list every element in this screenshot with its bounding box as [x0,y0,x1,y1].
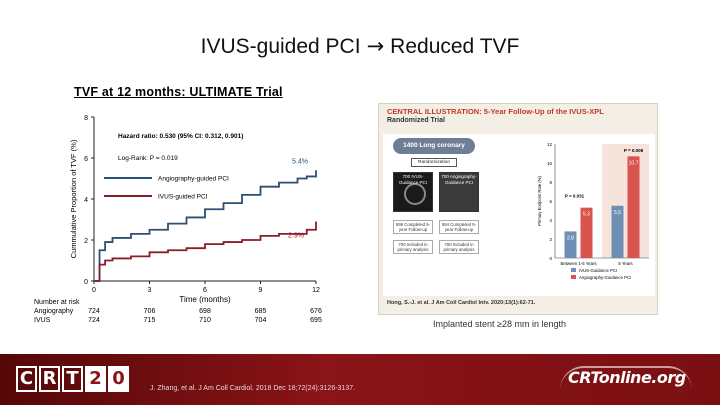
km-chart: 0 2 4 6 8 0 3 6 9 12 Time (months) Cummulative Prop… [34,115,322,324]
footer-citation: J. Zhang, et al. J Am Coll Cardiol. 2018… [150,385,356,392]
ci-body: 1400 Long coronary lesions Randomization… [383,134,655,296]
km-y-tick-label: 6 [84,156,88,163]
km-legend-label: Angiography-guided PCI [158,176,229,183]
ci-bar-label: 5.3 [583,212,590,218]
km-at-risk-value: 698 [199,308,211,315]
ci-x-tick-label: 5 Years [618,261,632,266]
ci-complete-ivus: 599 Completed 5-year Follow-up [393,220,433,234]
km-y-tick-label: 0 [84,279,88,286]
km-at-risk-value: 710 [199,317,211,324]
ci-y-label: Primary Endpoint Rate (%) [537,175,542,225]
km-end-label-angio: 5.4% [292,158,308,165]
km-x-tick-label: 3 [148,287,152,294]
footer-bar: C R T 2 0 J. Zhang, et al. J Am Coll Car… [0,354,720,405]
km-series-ivus [94,221,317,282]
km-x-tick-label: 0 [92,287,96,294]
km-x-tick-label: 12 [312,287,320,294]
ci-analysis-angio: 700 Included in primary analysis [439,240,479,254]
ci-p-value: P = 0.008 [624,148,644,153]
ci-y-tick-label: 12 [547,142,553,147]
ci-arm-angio: 700 Angiography-Guidance PCI [441,174,477,185]
ci-legend-swatch [571,268,576,272]
ci-header: CENTRAL ILLUSTRATION: 5-Year Follow-Up o… [379,104,657,130]
ci-bar [580,207,593,258]
km-x-label: Time (months) [179,295,231,304]
km-x-tick-label: 6 [203,287,207,294]
ci-analysis-ivus: 700 Included in primary analysis [393,240,433,254]
ci-p-value: P = 0.031 [565,194,585,199]
km-at-risk-value: 695 [310,317,322,324]
ci-y-tick-label: 10 [547,161,553,166]
km-y-tick-label: 4 [84,197,88,204]
km-x-tick-label: 9 [259,287,263,294]
logo-letter: 2 [85,366,106,392]
central-illustration: CENTRAL ILLUSTRATION: 5-Year Follow-Up o… [378,103,658,315]
km-y-label: Cummulative Proportion of TVF (%) [69,139,78,258]
logo-letter: R [39,366,60,392]
km-logrank-text: Log-Rank: P = 0.019 [118,155,178,162]
ci-bar [627,156,640,258]
km-hazard-text: Hazard ratio: 0.530 (95% CI: 0.312, 0.90… [118,133,243,140]
subtitle: TVF at 12 months: ULTIMATE Trial [74,85,283,99]
ci-legend-label: IVUS-Guidance PCI [579,268,617,273]
arrow-right-icon: → [366,34,385,58]
ci-x-tick-label: Between 1-5 Years [560,261,596,266]
ci-title: CENTRAL ILLUSTRATION: 5-Year Follow-Up o… [387,107,604,116]
ci-legend-swatch [571,275,576,279]
ci-citation: Hong, S.-J. et al. J Am Coll Cardiol Int… [387,300,536,306]
ci-subtitle: Randomized Trial [387,117,445,124]
title-left: IVUS-guided PCI [200,35,361,58]
ci-bar [564,231,577,258]
km-y-tick-label: 8 [84,115,88,122]
implanted-note: Implanted stent ≥28 mm in length [433,319,567,329]
ci-bar-chart: 0 2 4 6 8 10 12 Primary Endpoint Rate (%) 2.8 5.3… [537,142,649,280]
km-at-risk-value: 724 [88,317,100,324]
logo-letter: 0 [108,366,129,392]
ci-arm-ivus: 700 IVUS-Guidance PCI [398,174,427,185]
slide-title: IVUS-guided PCI → Reduced TVF [0,34,720,59]
km-y-tick-label: 2 [84,238,88,245]
km-at-risk-value: 724 [88,308,100,315]
km-series-angiography [94,170,317,282]
ci-bar [611,205,624,258]
crtonline-logo: CRTonline.org [568,368,686,387]
km-at-risk-row-label: Angiography [34,308,74,315]
swoosh-icon [560,366,692,390]
ci-lesion-badge: 1400 Long coronary lesions [393,138,475,165]
angiography-image [439,172,479,212]
ci-y-tick-label: 4 [549,218,552,223]
km-at-risk-value: 704 [255,317,267,324]
title-right: Reduced TVF [390,35,520,58]
km-at-risk-title: Number at risk [34,299,80,306]
ci-bar-label: 5.5 [614,210,621,216]
ci-y-tick-label: 6 [549,199,552,204]
logo-letter: C [16,366,37,392]
ci-highlight-band [602,144,649,258]
km-legend-label: IVUS-guided PCI [158,194,208,201]
ci-y-tick-label: 0 [549,256,552,261]
ci-legend-label: Angiography-Guidance PCI [579,275,631,280]
crt20-logo: C R T 2 0 [16,366,129,394]
ci-complete-angio: 594 Completed 5-year Follow-up [439,220,479,234]
ci-bar-label: 10.7 [629,160,639,166]
ci-y-tick-label: 8 [549,180,552,185]
ci-y-tick-label: 2 [549,237,552,242]
km-at-risk-value: 715 [144,317,156,324]
km-at-risk-value: 706 [144,308,156,315]
km-end-label-ivus: 2.9% [288,233,304,240]
ci-randomization: Randomization [411,158,457,167]
ivus-image [393,172,433,212]
km-at-risk-value: 676 [310,308,322,315]
km-chart-panel: 0 2 4 6 8 0 3 6 9 12 Time (months) Cummulative Prop… [34,105,356,331]
logo-letter: T [62,366,83,392]
km-at-risk-value: 685 [255,308,267,315]
km-at-risk-row-label: IVUS [34,317,51,324]
ci-bar-label: 2.8 [567,235,574,241]
